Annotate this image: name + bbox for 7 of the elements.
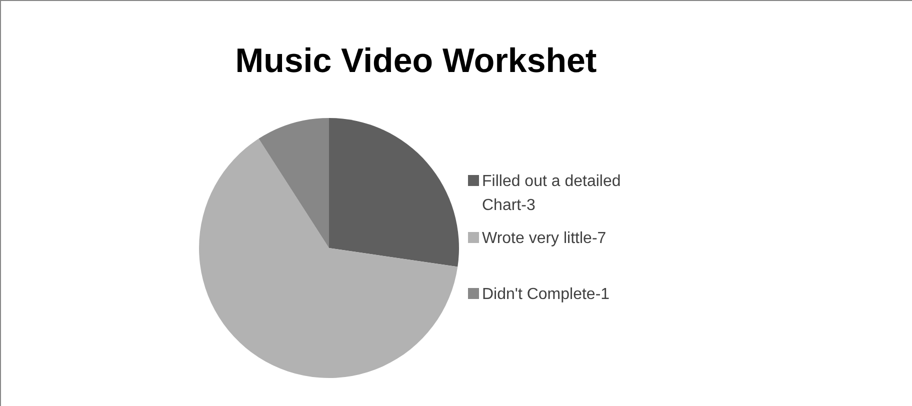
pie-slice <box>258 118 329 248</box>
pie-slice <box>199 138 458 378</box>
chart-title: Music Video Workshet <box>235 42 597 80</box>
legend-label: Wrote very little-7 <box>482 230 606 247</box>
legend-label: Filled out a detailed Chart-3 <box>482 173 621 214</box>
legend-label: Didn't Complete-1 <box>482 286 610 303</box>
pie-slice <box>329 118 459 267</box>
